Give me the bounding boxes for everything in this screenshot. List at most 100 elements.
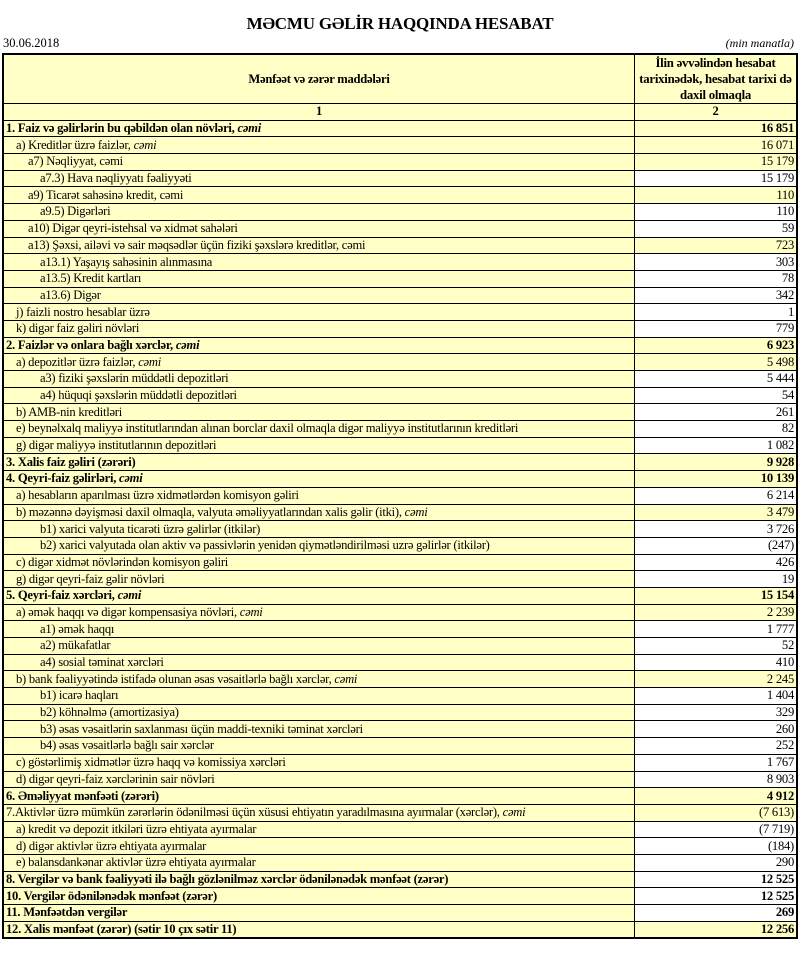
- table-row: a7) Nəqliyyat, cəmi 15 179: [2, 153, 798, 171]
- row-label: k) digər faiz gəliri növləri: [2, 319, 635, 338]
- row-label: 12. Xalis mənfəət (zərər) (sətir 10 çıx …: [2, 920, 635, 939]
- table-row: a10) Digər qeyri-istehsal və xidmət sahə…: [2, 219, 798, 238]
- row-label: a13.5) Kredit kartları: [2, 269, 635, 288]
- row-value: 15 154: [634, 586, 798, 605]
- row-label-total: cəmi: [175, 337, 200, 352]
- table-row: 2. Faizlər və onlara bağlı xərclər, cəmi…: [2, 336, 798, 355]
- row-value: 59: [634, 219, 798, 238]
- row-label-text: a7) Nəqliyyat, cəmi: [28, 154, 123, 169]
- row-value: 342: [634, 286, 798, 305]
- row-label-text: b4) əsas vəsaitlərlə bağlı sair xərclər: [40, 738, 214, 753]
- table-row: c) göstərlimiş xidmətlər üzrə haqq və ko…: [2, 753, 798, 772]
- row-label-text: a9.5) Digərləri: [40, 204, 111, 219]
- table-row: 8. Vergilər və bank fəaliyyəti ilə bağlı…: [2, 870, 798, 889]
- row-label-text: a4) sosial təminat xərcləri: [40, 655, 164, 670]
- row-value: 110: [634, 203, 798, 221]
- row-label-text: 10. Vergilər ödənilənədək mənfəət (zərər…: [6, 888, 217, 903]
- row-label: c) göstərlimiş xidmətlər üzrə haqq və ko…: [2, 753, 635, 772]
- table-row: g) digər qeyri-faiz gəlir növləri 19: [2, 570, 798, 588]
- table-row: e) balansdankənar aktivlər üzrə ehtiyata…: [2, 853, 798, 872]
- row-label-text: c) göstərlimiş xidmətlər üzrə haqq və ko…: [16, 755, 286, 770]
- row-value: 12 525: [634, 870, 798, 889]
- table-row: a13) Şəxsi, ailəvi və sair məqsədlər üçü…: [2, 236, 798, 255]
- table-row: 11. Mənfəətdən vergilər 269: [2, 904, 798, 922]
- row-label-total: cəmi: [334, 671, 358, 686]
- row-label: a4) sosial təminat xərcləri: [2, 653, 635, 672]
- row-label-text: b1) xarici valyuta ticarəti üzrə gəlirlə…: [40, 521, 261, 536]
- row-label: a) Kreditlər üzrə faizlər, cəmi: [2, 136, 635, 155]
- row-label: a10) Digər qeyri-istehsal və xidmət sahə…: [2, 219, 635, 238]
- row-value: 12 256: [634, 920, 798, 939]
- header-row: Mənfəət və zərər maddələri İlin əvvəlind…: [2, 53, 798, 104]
- table-row: a1) əmək haqqı 1 777: [2, 620, 798, 638]
- row-value: 290: [634, 853, 798, 872]
- table-row: d) digər aktivlər üzrə ehtiyata ayırmala…: [2, 837, 798, 855]
- row-label-text: a) depozitlər üzrə faizlər,: [16, 354, 139, 369]
- table-row: a13.5) Kredit kartları 78: [2, 269, 798, 288]
- row-label: a1) əmək haqqı: [2, 620, 635, 638]
- report-date: 30.06.2018: [3, 36, 60, 50]
- column-number-row: 1 2: [2, 103, 798, 121]
- table-row: b2) xarici valyutada olan aktiv və passi…: [2, 536, 798, 555]
- row-label-text: a13.5) Kredit kartları: [40, 271, 142, 286]
- row-value: (247): [634, 536, 798, 555]
- row-label-text: a13) Şəxsi, ailəvi və sair məqsədlər üçü…: [28, 237, 366, 252]
- row-label-text: g) digər qeyri-faiz gəlir növləri: [16, 571, 165, 586]
- row-label-total: cəmi: [117, 588, 142, 603]
- table-row: b) bank fəaliyyətində istifadə olunan əs…: [2, 670, 798, 689]
- row-value: 8 903: [634, 770, 798, 789]
- row-value: 16 071: [634, 136, 798, 155]
- row-value: 261: [634, 403, 798, 422]
- row-label-text: a4) hüquqi şəxslərin müddətli depozitlər…: [40, 388, 237, 403]
- row-label-text: a) kredit və depozit itkiləri üzrə ehtiy…: [16, 821, 257, 836]
- table-row: a) Kreditlər üzrə faizlər, cəmi 16 071: [2, 136, 798, 155]
- row-value: 12 525: [634, 887, 798, 905]
- row-label-text: e) beynəlxalq maliyyə institutlarından a…: [16, 421, 519, 436]
- row-label-text: b) məzənnə dəyişməsi daxil olmaqla, valy…: [16, 504, 405, 519]
- row-label-text: a10) Digər qeyri-istehsal və xidmət sahə…: [28, 221, 238, 236]
- row-value: 10 139: [634, 470, 798, 488]
- row-label: d) digər aktivlər üzrə ehtiyata ayırmala…: [2, 837, 635, 855]
- row-label: 2. Faizlər və onlara bağlı xərclər, cəmi: [2, 336, 635, 355]
- row-label: 3. Xalis faiz gəliri (zərəri): [2, 453, 635, 472]
- row-value: 269: [634, 904, 798, 922]
- table-row: b) məzənnə dəyişməsi daxil olmaqla, valy…: [2, 503, 798, 522]
- table-row: a9) Ticarət sahəsinə kredit, cəmi 110: [2, 186, 798, 205]
- row-label-text: d) digər aktivlər üzrə ehtiyata ayırmala…: [16, 838, 207, 853]
- row-value: (184): [634, 837, 798, 855]
- table-row: a9.5) Digərləri 110: [2, 203, 798, 221]
- table-row: a13.1) Yaşayış sahəsinin alınmasına 303: [2, 253, 798, 271]
- row-value: 15 179: [634, 153, 798, 171]
- row-value: 4 912: [634, 787, 798, 805]
- table-row: b4) əsas vəsaitlərlə bağlı sair xərclər 2…: [2, 737, 798, 755]
- row-label-total: cəmi: [138, 354, 161, 369]
- table-row: a) əmək haqqı və digər kompensasiya növl…: [2, 603, 798, 622]
- row-label: b) AMB-nin kreditləri: [2, 403, 635, 422]
- report-title: MƏCMU GƏLİR HAQQINDA HESABAT: [246, 14, 554, 33]
- table-row: b1) icarə haqları 1 404: [2, 687, 798, 705]
- row-value: 329: [634, 703, 798, 722]
- row-label-text: b2) xarici valyutada olan aktiv və passi…: [40, 538, 490, 553]
- row-label: 5. Qeyri-faiz xərcləri, cəmi: [2, 586, 635, 605]
- row-value: 779: [634, 319, 798, 338]
- row-value: 6 923: [634, 336, 798, 355]
- row-value: 78: [634, 269, 798, 288]
- table-row: b) AMB-nin kreditləri 261: [2, 403, 798, 422]
- row-label: b2) xarici valyutada olan aktiv və passi…: [2, 536, 635, 555]
- row-value: 1 777: [634, 620, 798, 638]
- row-value: 6 214: [634, 486, 798, 505]
- table-row: 4. Qeyri-faiz gəlirləri, cəmi 10 139: [2, 470, 798, 488]
- row-label: g) digər qeyri-faiz gəlir növləri: [2, 570, 635, 588]
- row-label: a4) hüquqi şəxslərin müddətli depozitlər…: [2, 386, 635, 405]
- row-value: 1 082: [634, 436, 798, 455]
- row-label: a13) Şəxsi, ailəvi və sair məqsədlər üçü…: [2, 236, 635, 255]
- row-value: 110: [634, 186, 798, 205]
- table-row: a7.3) Hava nəqliyyatı fəaliyyəti 15 179: [2, 169, 798, 188]
- table-row: a) depozitlər üzrə faizlər, cəmi 5 498: [2, 353, 798, 371]
- row-label: b1) xarici valyuta ticarəti üzrə gəlirlə…: [2, 520, 635, 538]
- income-statement-table: Mənfəət və zərər maddələri İlin əvvəlind…: [2, 53, 798, 940]
- table-row: e) beynəlxalq maliyyə institutlarından a…: [2, 420, 798, 438]
- row-value: 5 444: [634, 370, 798, 388]
- row-label-text: a13.1) Yaşayış sahəsinin alınmasına: [40, 254, 213, 269]
- row-label: c) digər xidmət növlərindən komisyon gəl…: [2, 553, 635, 572]
